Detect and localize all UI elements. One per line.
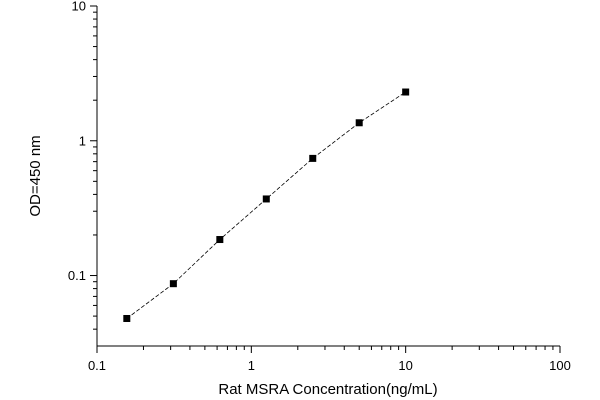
x-tick-label: 0.1 xyxy=(88,358,106,373)
data-point xyxy=(402,88,410,96)
y-tick-label: 1 xyxy=(79,133,86,148)
data-point xyxy=(262,195,270,203)
y-ticks: 0.1 1 10 xyxy=(68,0,97,330)
data-point xyxy=(355,119,363,127)
y-tick-label: 10 xyxy=(72,0,86,14)
data-point xyxy=(216,236,224,244)
data-point xyxy=(169,280,177,288)
data-point xyxy=(123,314,131,322)
y-axis-label: OD=450 nm xyxy=(27,135,44,216)
x-tick-label: 10 xyxy=(398,358,412,373)
points-group xyxy=(123,88,410,322)
x-axis-label: Rat MSRA Concentration(ng/mL) xyxy=(218,381,437,398)
plot-frame xyxy=(96,6,560,347)
x-ticks: 0.1 1 10 100 xyxy=(88,346,571,373)
x-tick-label: 1 xyxy=(248,358,255,373)
data-point xyxy=(309,154,317,162)
fit-line-group xyxy=(126,91,406,319)
x-tick-label: 100 xyxy=(549,358,571,373)
y-tick-label: 0.1 xyxy=(68,268,86,283)
fit-line xyxy=(126,91,406,319)
